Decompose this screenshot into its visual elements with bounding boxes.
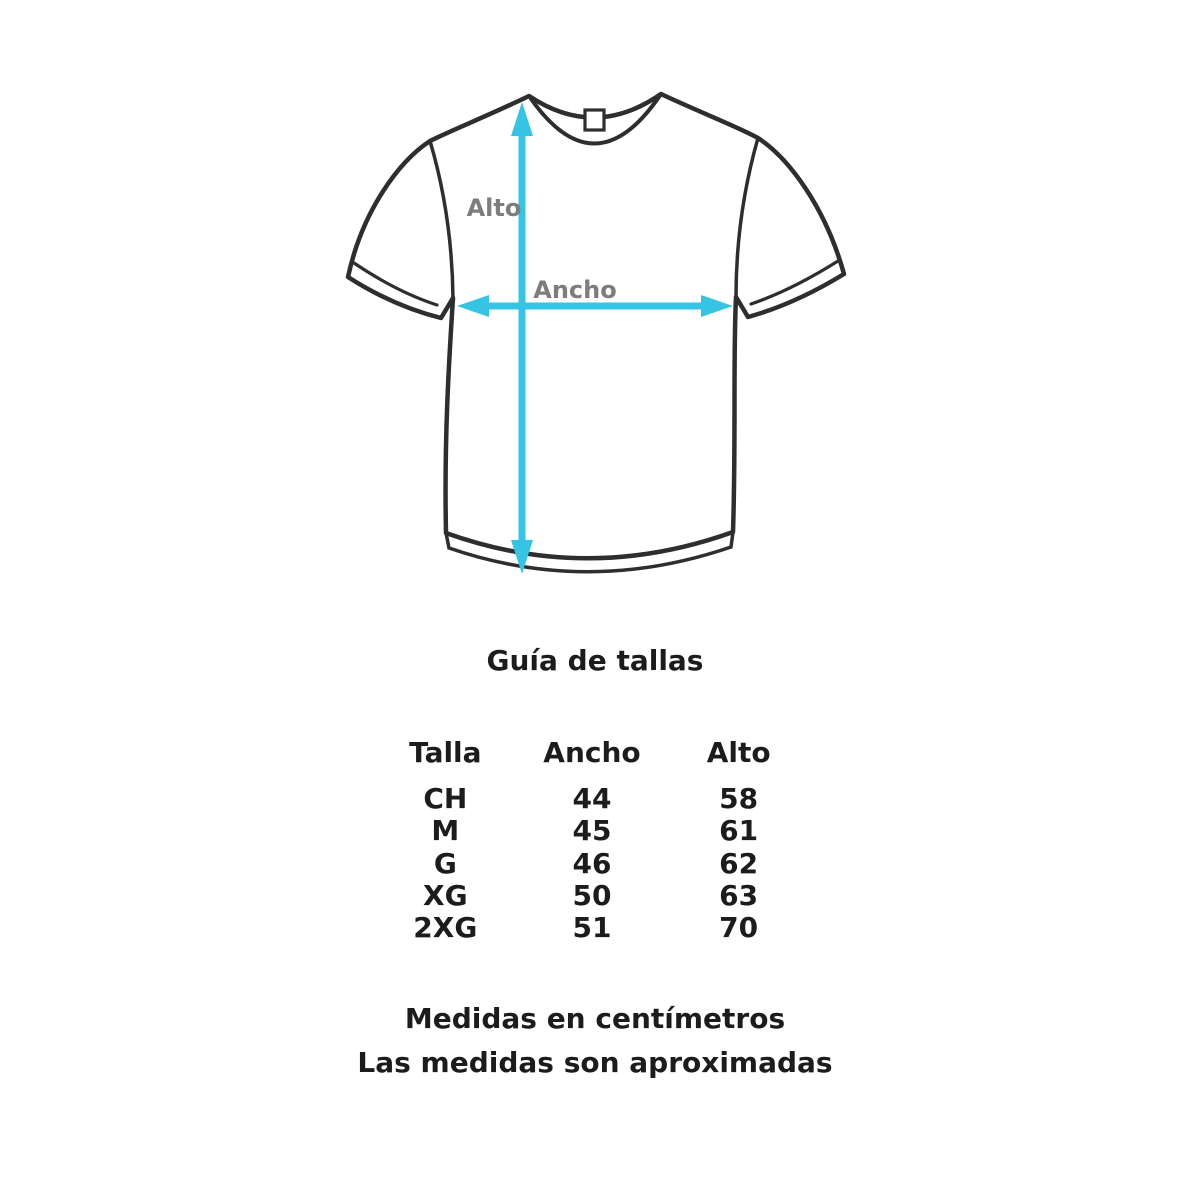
cell-talla: CH bbox=[423, 782, 468, 815]
cell-alto: 70 bbox=[719, 911, 759, 945]
col-header-alto: Alto bbox=[706, 736, 771, 769]
alto-arrow-top-head bbox=[511, 102, 533, 136]
cell-talla: 2XG bbox=[413, 911, 478, 945]
cell-alto: 58 bbox=[719, 782, 759, 815]
cell-alto: 63 bbox=[719, 878, 759, 912]
size-table-header: Talla Ancho Alto bbox=[372, 737, 812, 769]
table-row: 2XG 51 70 bbox=[372, 911, 812, 945]
cell-ancho: 46 bbox=[572, 846, 612, 880]
cell-talla: M bbox=[431, 814, 460, 848]
left-cuff-line bbox=[352, 261, 439, 307]
cell-talla: G bbox=[433, 846, 457, 880]
cell-ancho: 50 bbox=[572, 878, 612, 912]
ancho-arrow-right-head bbox=[701, 295, 733, 317]
ancho-arrow-left-head bbox=[457, 295, 489, 317]
alto-arrow bbox=[511, 102, 533, 574]
cell-ancho: 51 bbox=[572, 911, 612, 945]
collar-band bbox=[527, 92, 663, 146]
note-approximate: Las medidas son aproximadas bbox=[357, 1046, 833, 1079]
ancho-arrow bbox=[457, 295, 733, 317]
table-row: M 45 61 bbox=[372, 814, 812, 848]
ancho-measure-label: Ancho bbox=[533, 276, 616, 304]
left-sleeve-seam bbox=[428, 139, 455, 300]
neck-tag bbox=[583, 108, 606, 132]
right-cuff-line bbox=[749, 259, 840, 306]
note-units: Medidas en centímetros bbox=[404, 1002, 786, 1035]
cell-alto: 62 bbox=[719, 846, 759, 880]
table-row: XG 50 63 bbox=[372, 878, 812, 912]
hem-band-line bbox=[444, 530, 735, 574]
cell-talla: XG bbox=[423, 878, 468, 912]
cell-ancho: 44 bbox=[572, 782, 612, 815]
right-sleeve-seam bbox=[734, 136, 760, 299]
tshirt-outline bbox=[345, 91, 847, 561]
col-header-talla: Talla bbox=[409, 736, 482, 769]
alto-measure-label: Alto bbox=[467, 194, 522, 222]
tshirt-diagram: Alto Ancho bbox=[345, 91, 847, 574]
alto-arrow-bottom-head bbox=[511, 540, 533, 574]
table-row: CH 44 58 bbox=[372, 782, 812, 815]
cell-ancho: 45 bbox=[572, 814, 612, 848]
size-guide-title: Guía de tallas bbox=[486, 644, 704, 677]
cell-alto: 61 bbox=[719, 814, 759, 848]
size-table: Talla Ancho Alto CH 44 58 M 45 61 G 46 6… bbox=[372, 737, 812, 944]
col-header-ancho: Ancho bbox=[543, 736, 641, 769]
table-row: G 46 62 bbox=[372, 846, 812, 880]
